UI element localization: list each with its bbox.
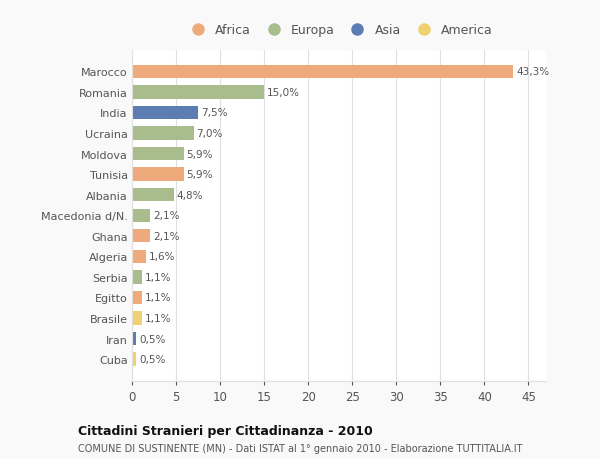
Bar (132, 209, 151, 223)
Text: 15,0%: 15,0% (267, 88, 300, 98)
Bar (132, 127, 194, 140)
Bar (132, 189, 174, 202)
Text: 0,5%: 0,5% (139, 334, 166, 344)
Text: 2,1%: 2,1% (153, 231, 179, 241)
Text: COMUNE DI SUSTINENTE (MN) - Dati ISTAT al 1° gennaio 2010 - Elaborazione TUTTITA: COMUNE DI SUSTINENTE (MN) - Dati ISTAT a… (78, 443, 523, 453)
Text: 7,0%: 7,0% (196, 129, 223, 139)
Text: 1,6%: 1,6% (149, 252, 175, 262)
Text: 5,9%: 5,9% (187, 149, 213, 159)
Legend: Africa, Europa, Asia, America: Africa, Europa, Asia, America (181, 20, 497, 41)
Bar (132, 66, 514, 79)
Bar (132, 86, 264, 99)
Bar (132, 332, 136, 346)
Bar (132, 230, 151, 243)
Text: 1,1%: 1,1% (145, 313, 171, 323)
Bar (132, 291, 142, 304)
Text: 7,5%: 7,5% (201, 108, 227, 118)
Text: 4,8%: 4,8% (177, 190, 203, 200)
Bar (132, 106, 198, 120)
Bar (132, 312, 142, 325)
Text: 1,1%: 1,1% (145, 293, 171, 303)
Text: 2,1%: 2,1% (153, 211, 179, 221)
Text: 43,3%: 43,3% (516, 67, 549, 77)
Bar (132, 147, 184, 161)
Bar (132, 168, 184, 181)
Text: 1,1%: 1,1% (145, 272, 171, 282)
Text: 5,9%: 5,9% (187, 170, 213, 180)
Bar (132, 353, 136, 366)
Text: 0,5%: 0,5% (139, 354, 166, 364)
Bar (132, 250, 146, 263)
Text: Cittadini Stranieri per Cittadinanza - 2010: Cittadini Stranieri per Cittadinanza - 2… (78, 425, 373, 437)
Bar (132, 271, 142, 284)
